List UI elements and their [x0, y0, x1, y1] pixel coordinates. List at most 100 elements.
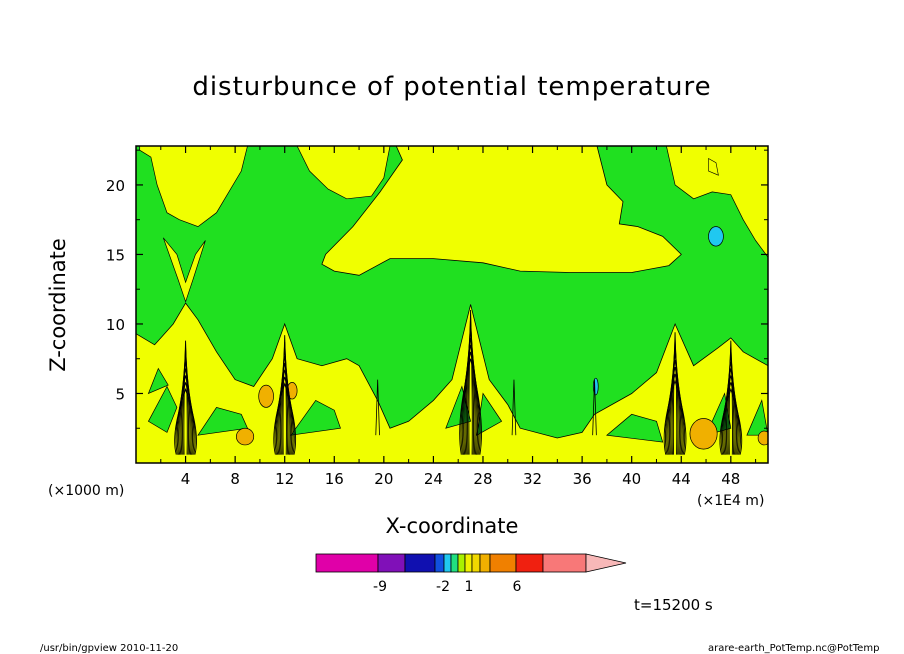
y-axis-label: Z-coordinate	[46, 238, 70, 372]
colorbar-label: -2	[436, 579, 450, 595]
colorbar-segment	[542, 553, 587, 573]
colorbar-label: 6	[513, 579, 522, 595]
x-tick-label: 16	[325, 470, 344, 488]
green-patch	[606, 413, 664, 443]
plume-contour-line	[672, 332, 678, 455]
x-tick-label: 36	[573, 470, 592, 488]
yellow-top-left	[139, 146, 248, 227]
colorbar: -9 -2 1 6	[315, 553, 627, 595]
colorbar-segment	[443, 553, 452, 573]
green-patch	[746, 399, 768, 436]
plume-contour-line	[281, 342, 289, 455]
plume-contour-line	[459, 358, 482, 455]
minor-plume	[592, 379, 597, 436]
x-axis-label: X-coordinate	[385, 514, 519, 538]
plume-contour-line	[282, 335, 287, 455]
plume-contour-line	[180, 354, 191, 455]
plume-contour-line	[726, 354, 736, 455]
contour-field	[136, 146, 768, 463]
orange-blob	[689, 418, 718, 450]
plume-contour-line	[671, 339, 679, 455]
plume-contour-line	[665, 373, 686, 455]
plume-contour-line	[666, 366, 684, 455]
plume-contour-line	[667, 360, 683, 455]
plume-contour-line	[175, 382, 196, 455]
plume-contours	[459, 310, 482, 455]
green-patch	[197, 406, 249, 436]
colorbar-segment	[377, 553, 406, 573]
plume-contour-line	[670, 346, 680, 455]
chart-title: disturbunce of potential temperature	[192, 72, 712, 102]
colorbar-segment	[450, 553, 459, 573]
green-patch	[147, 385, 178, 433]
plume-contour-line	[720, 382, 741, 455]
plume-contour-line	[279, 348, 290, 455]
plume-contour-line	[178, 368, 194, 455]
plume-contour-line	[277, 362, 293, 455]
x-unit-right: (×1E4 m)	[697, 493, 765, 509]
x-tick-label: 28	[473, 470, 492, 488]
yellow-speck	[708, 157, 719, 176]
green-patch	[290, 399, 341, 436]
plume-contour-line	[174, 387, 197, 455]
plume-contour-line	[275, 369, 294, 455]
x-tick-label: 4	[181, 470, 191, 488]
plume-contour-line	[727, 347, 735, 455]
orange-blob	[258, 384, 274, 408]
yellow-top-right	[666, 146, 768, 258]
colorbar-segment	[434, 553, 445, 573]
colorbar-segment	[404, 553, 436, 573]
x-unit-left: (×1000 m)	[48, 483, 125, 499]
plume-lobe	[162, 237, 206, 303]
colorbar-segment	[515, 553, 544, 573]
plume-contour-line	[274, 376, 295, 455]
colorbar-segment	[471, 553, 481, 573]
plume-contour-line	[176, 375, 195, 455]
plume-contours	[663, 332, 687, 455]
plume-contour-line	[467, 316, 475, 455]
colorbar-segment	[489, 553, 517, 573]
cyan-blob	[708, 226, 724, 247]
y-tick-label: 20	[106, 177, 125, 195]
plume-contour-line	[273, 382, 297, 455]
yellow-top-left2	[296, 146, 391, 200]
plume-contour-line	[728, 340, 734, 455]
x-tick-label: 32	[523, 470, 542, 488]
colorbar-segment	[464, 553, 473, 573]
colorbar-label: 1	[465, 579, 474, 595]
plume-contours	[719, 340, 743, 455]
x-tick-label: 48	[721, 470, 740, 488]
orange-blob	[757, 430, 768, 446]
y-tick-label: 15	[106, 246, 125, 264]
y-axis: 5 10 15 20	[106, 149, 768, 429]
plume-contour-line	[723, 368, 739, 455]
colorbar-segment	[315, 553, 379, 573]
minor-plume	[375, 379, 380, 436]
colorbar-arrow	[585, 553, 627, 573]
x-tick-label: 44	[672, 470, 691, 488]
time-label: t=15200 s	[634, 596, 713, 614]
plume-contours	[174, 340, 197, 455]
plume-contour-line	[719, 387, 743, 455]
plume-contour-line	[183, 340, 188, 455]
plume-contour-line	[464, 330, 477, 455]
minor-plume	[511, 379, 517, 436]
footer-right: arare-earth_PotTemp.nc@PotTemp	[708, 643, 880, 654]
orange-blob	[236, 427, 255, 446]
plot-frame	[135, 145, 769, 464]
x-tick-label: 24	[424, 470, 443, 488]
colorbar-segment	[479, 553, 491, 573]
plume-contour-line	[668, 353, 682, 455]
x-tick-label: 8	[230, 470, 240, 488]
plume-contour-line	[463, 337, 479, 455]
plume-contour-line	[182, 347, 190, 455]
plume-contour-line	[460, 351, 481, 455]
plume-contour-line	[724, 361, 737, 455]
plume-contour-line	[461, 344, 480, 455]
y-tick-label: 5	[115, 385, 125, 403]
x-tick-label: 12	[275, 470, 294, 488]
y-tick-label: 10	[106, 316, 125, 334]
plume-contour-line	[722, 375, 740, 455]
yellow-upper-dome	[321, 146, 682, 276]
